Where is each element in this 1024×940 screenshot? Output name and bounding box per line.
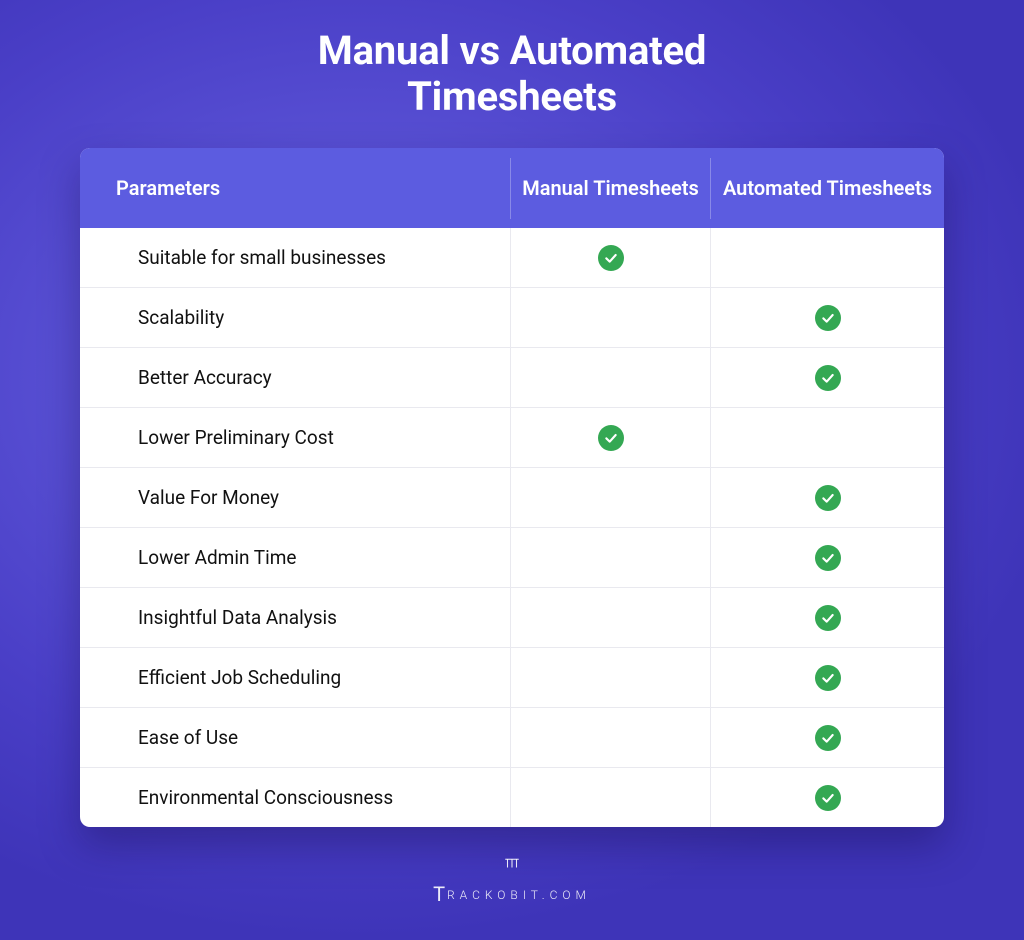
cell-parameter: Better Accuracy [80,348,510,407]
check-icon [815,785,841,811]
page-title: Manual vs Automated Timesheets [318,28,707,120]
cell-automated [710,468,944,527]
cell-manual [510,468,710,527]
brand-logo: TRACKOBIT.COM [433,857,591,906]
cell-parameter: Efficient Job Scheduling [80,648,510,707]
cell-parameter: Lower Admin Time [80,528,510,587]
cell-automated [710,708,944,767]
comparison-table: Parameters Manual Timesheets Automated T… [80,148,944,827]
cell-automated [710,288,944,347]
header-automated: Automated Timesheets [710,158,944,219]
cell-manual [510,348,710,407]
check-icon [598,245,624,271]
cell-parameter: Lower Preliminary Cost [80,408,510,467]
check-icon [815,365,841,391]
table-body: Suitable for small businessesScalability… [80,228,944,827]
header-parameters: Parameters [80,148,510,228]
check-icon [815,665,841,691]
cell-manual [510,708,710,767]
cell-automated [710,768,944,827]
cell-manual [510,648,710,707]
check-icon [815,725,841,751]
brand-mark-icon [503,857,521,880]
cell-automated [710,588,944,647]
cell-parameter: Ease of Use [80,708,510,767]
cell-parameter: Suitable for small businesses [80,228,510,287]
cell-parameter: Value For Money [80,468,510,527]
header-manual: Manual Timesheets [510,158,710,219]
table-row: Value For Money [80,467,944,527]
table-row: Lower Admin Time [80,527,944,587]
cell-automated [710,528,944,587]
table-row: Scalability [80,287,944,347]
table-row: Better Accuracy [80,347,944,407]
table-row: Efficient Job Scheduling [80,647,944,707]
check-icon [598,425,624,451]
table-row: Insightful Data Analysis [80,587,944,647]
cell-automated [710,228,944,287]
check-icon [815,545,841,571]
check-icon [815,305,841,331]
table-row: Ease of Use [80,707,944,767]
cell-manual [510,768,710,827]
check-icon [815,605,841,631]
cell-parameter: Scalability [80,288,510,347]
cell-parameter: Insightful Data Analysis [80,588,510,647]
title-line-2: Timesheets [407,73,617,120]
check-icon [815,485,841,511]
cell-automated [710,648,944,707]
table-row: Suitable for small businesses [80,228,944,287]
cell-manual [510,588,710,647]
table-row: Environmental Consciousness [80,767,944,827]
cell-manual [510,228,710,287]
brand-text: TRACKOBIT.COM [433,882,591,906]
cell-parameter: Environmental Consciousness [80,768,510,827]
table-row: Lower Preliminary Cost [80,407,944,467]
cell-manual [510,528,710,587]
table-header-row: Parameters Manual Timesheets Automated T… [80,148,944,228]
title-line-1: Manual vs Automated [318,27,707,74]
cell-automated [710,348,944,407]
cell-manual [510,408,710,467]
cell-manual [510,288,710,347]
cell-automated [710,408,944,467]
